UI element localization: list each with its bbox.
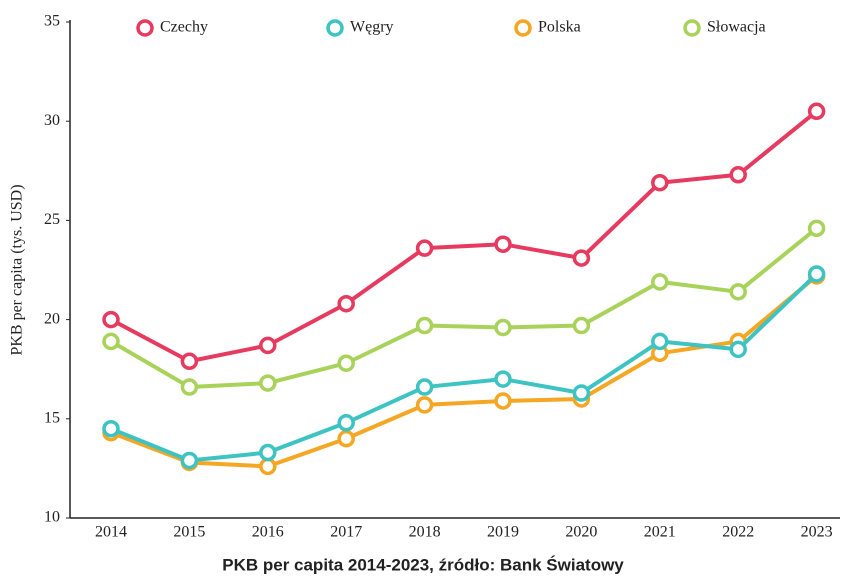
point: [180, 352, 199, 371]
point: [415, 396, 434, 414]
point: [807, 265, 826, 283]
point: [651, 273, 669, 291]
legend-marker: [514, 19, 532, 37]
x-tick-label: 2016: [252, 524, 284, 541]
point: [415, 239, 434, 257]
point: [415, 316, 434, 335]
x-tick-label: 2018: [409, 524, 441, 541]
x-tick-label: 2015: [173, 524, 205, 541]
x-tick-label: 2020: [565, 524, 597, 541]
point: [651, 332, 669, 351]
point: [102, 310, 120, 329]
x-tick-label: 2019: [487, 524, 519, 541]
point: [729, 283, 747, 301]
chart-title: PKB per capita 2014-2023, źródło: Bank Ś…: [222, 555, 624, 574]
series-line: [109, 226, 818, 390]
point: [337, 414, 355, 432]
point: [259, 457, 277, 476]
x-tick-label: 2014: [95, 524, 127, 541]
point: [259, 443, 277, 462]
point: [729, 340, 747, 359]
legend-marker: [136, 19, 154, 37]
x-tick-label: 2017: [330, 524, 362, 541]
point: [494, 392, 512, 410]
legend-label: Słowacja: [707, 19, 766, 36]
point: [102, 419, 120, 438]
point: [259, 374, 277, 392]
legend-marker: [326, 19, 344, 37]
point: [651, 173, 669, 192]
point: [102, 332, 120, 351]
legend-label: Czechy: [160, 19, 208, 36]
x-tick-label: 2022: [722, 524, 754, 541]
point: [572, 316, 591, 335]
point: [807, 102, 826, 121]
point: [337, 294, 355, 313]
series-line: [110, 274, 818, 469]
y-tick-label: 25: [44, 211, 60, 228]
point: [180, 451, 199, 470]
series-line: [110, 272, 818, 463]
y-tick-label: 10: [44, 509, 60, 526]
x-tick-label: 2021: [644, 524, 676, 541]
point: [494, 370, 512, 388]
x-tick-label: 2023: [801, 524, 833, 541]
legend-label: Węgry: [350, 19, 394, 36]
point: [180, 378, 199, 396]
point: [572, 384, 591, 402]
y-tick-label: 15: [44, 409, 60, 426]
point: [494, 318, 512, 337]
point: [415, 378, 434, 396]
legend-label: Polska: [538, 19, 581, 36]
point: [337, 354, 355, 372]
y-tick-label: 35: [44, 13, 60, 30]
y-tick-label: 30: [44, 112, 60, 129]
point: [572, 249, 591, 267]
point: [259, 336, 277, 355]
point: [807, 219, 826, 238]
y-axis-label: PKB per capita (tys. USD): [9, 184, 26, 355]
series-line: [110, 109, 818, 364]
point: [337, 429, 355, 448]
point: [729, 166, 747, 184]
legend-marker: [683, 19, 701, 37]
point: [494, 235, 512, 253]
y-tick-label: 20: [44, 310, 60, 327]
